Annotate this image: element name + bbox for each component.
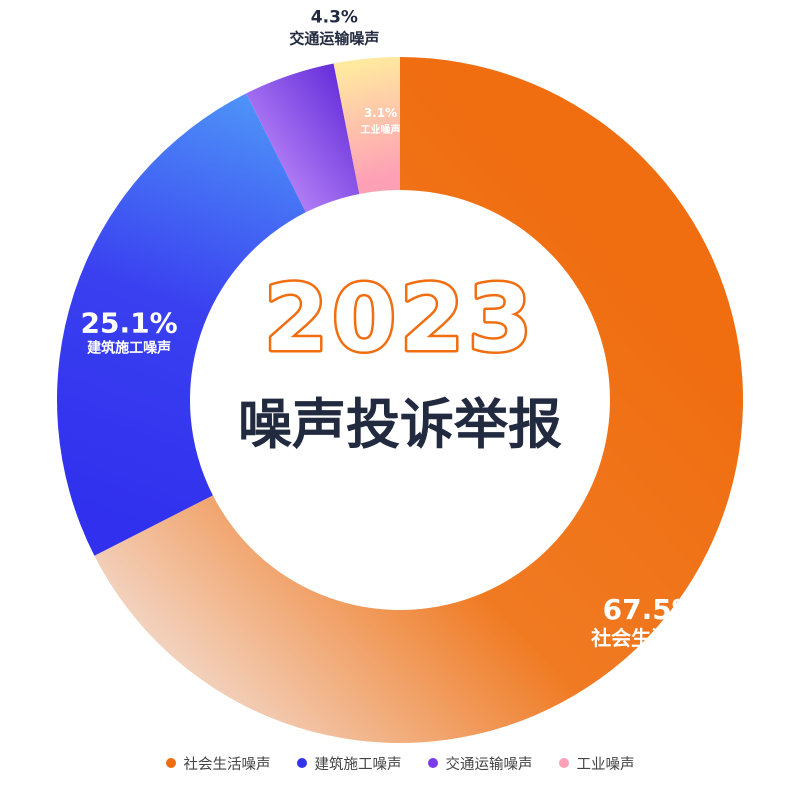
legend-label-social-life: 社会生活噪声 — [183, 756, 271, 773]
legend-dot-construction — [296, 758, 307, 768]
legend-label-traffic: 交通运输噪声 — [445, 756, 533, 773]
slice-label-name-construction: 建筑施工噪声 — [87, 340, 171, 357]
slice-label-pct-social-life: 67.5% — [603, 593, 700, 626]
legend-item-traffic: 交通运输噪声 — [427, 753, 533, 774]
chart-subtitle: 噪声投诉举报 — [238, 393, 562, 456]
legend-dot-social-life — [165, 758, 176, 768]
slice-traffic — [246, 63, 360, 213]
legend-dot-traffic — [427, 758, 438, 768]
legend-label-industrial: 工业噪声 — [576, 756, 635, 773]
slice-label-name-social-life: 社会生活噪声 — [590, 626, 711, 650]
slice-label-pct-industrial: 3.1% — [364, 106, 397, 120]
slice-label-name-traffic: 交通运输噪声 — [289, 29, 379, 47]
slice-label-name-industrial: 工业噪声 — [360, 123, 400, 136]
slice-social-life — [94, 57, 743, 744]
slice-label-pct-construction: 25.1% — [81, 307, 178, 340]
legend-dot-industrial — [558, 758, 569, 768]
chart-legend: 社会生活噪声 建筑施工噪声 交通运输噪声 工业噪声 — [0, 748, 800, 778]
slice-industrial — [333, 57, 400, 194]
legend-item-industrial: 工业噪声 — [558, 753, 635, 774]
legend-item-construction: 建筑施工噪声 — [296, 753, 402, 774]
legend-item-social-life: 社会生活噪声 — [165, 753, 271, 774]
chart-title: 2023 — [264, 265, 536, 372]
legend-label-construction: 建筑施工噪声 — [314, 756, 402, 773]
slice-construction — [57, 93, 306, 556]
slice-label-pct-traffic: 4.3% — [311, 7, 358, 27]
